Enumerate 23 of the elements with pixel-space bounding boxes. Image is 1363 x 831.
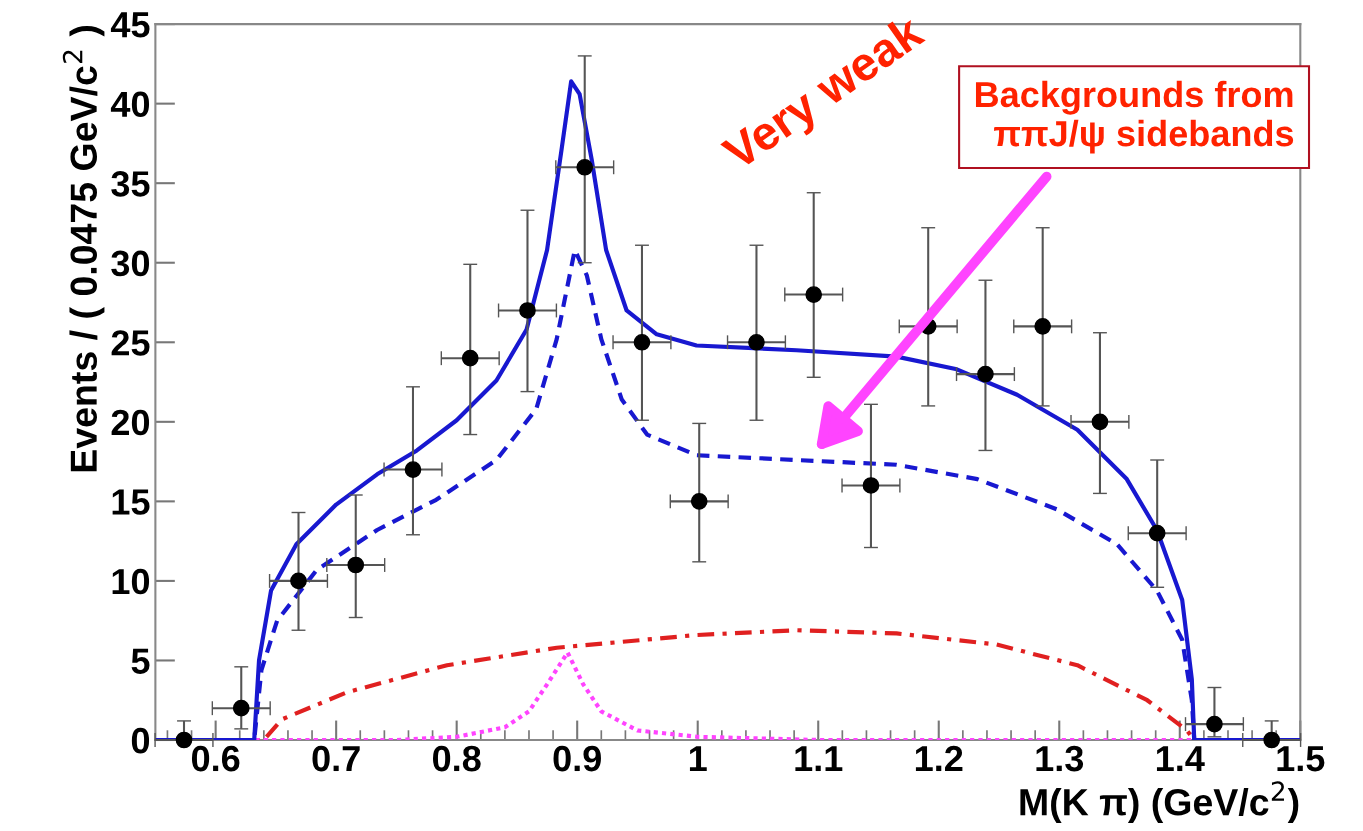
x-tick-label: 0.6 (191, 745, 240, 772)
x-tick-label: 0.9 (553, 745, 601, 772)
y-tick-label: 0 (131, 727, 150, 754)
y-tick-label: 45 (110, 12, 150, 38)
x-tick-label: 0.7 (312, 745, 360, 772)
y-tick-label: 10 (112, 568, 150, 595)
x-tick-label: 1.4 (1156, 746, 1205, 772)
y-axis-title: Events / ( 0.0475 GeV/c$^{2}$ ) (62, 26, 105, 472)
y-tick-label: 5 (131, 648, 150, 674)
x-axis-title: M(K π) (GeV/c$^{2}$) (1020, 781, 1299, 823)
y-tick-label: 35 (111, 171, 150, 197)
annotation: Backgrounds from ππJ/ψ sidebands (975, 80, 1294, 154)
y-tick-label: 15 (112, 489, 150, 515)
y-tick-label: 25 (111, 330, 150, 356)
x-tick-label: 1 (689, 746, 707, 772)
x-tick-label: 1.5 (1277, 746, 1325, 772)
x-tick-label: 1.3 (1036, 745, 1084, 772)
x-tick-label: 1.2 (915, 745, 963, 772)
y-tick-label: 40 (110, 91, 150, 118)
y-tick-label: 30 (111, 250, 150, 277)
x-tick-label: 0.8 (433, 745, 481, 772)
x-tick-label: 1.1 (795, 746, 843, 772)
y-tick-label: 20 (111, 409, 150, 436)
